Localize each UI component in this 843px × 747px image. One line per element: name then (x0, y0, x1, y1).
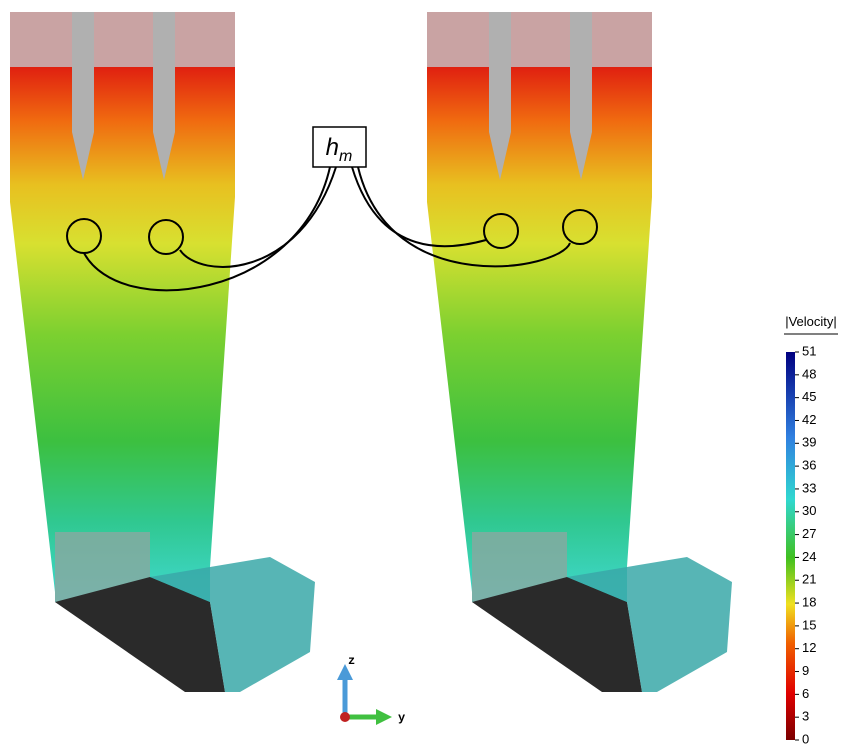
colorbar-tick-label: 42 (802, 412, 816, 427)
label-base: h (326, 134, 339, 161)
colorbar-tick-label: 21 (802, 572, 816, 587)
colorbar-tick-label: 51 (802, 343, 816, 358)
hopper-right (427, 12, 732, 692)
axis-triad: z y (337, 654, 405, 725)
colorbar-title: |Velocity| (785, 314, 837, 329)
axis-y-label: y (398, 711, 405, 725)
colorbar-tick-label: 30 (802, 503, 816, 518)
colorbar (786, 352, 795, 740)
colorbar-tick-label: 18 (802, 594, 816, 609)
axis-z-label: z (348, 654, 355, 668)
colorbar-tick-label: 0 (802, 731, 809, 746)
label-subscript: m (339, 148, 352, 165)
colorbar-tick-label: 6 (802, 686, 809, 701)
colorbar-tick-label: 36 (802, 458, 816, 473)
colorbar-tick-label: 15 (802, 617, 816, 632)
colorbar-tick-label: 33 (802, 480, 816, 495)
colorbar-tick-label: 24 (802, 549, 816, 564)
colorbar-tick-label: 48 (802, 366, 816, 381)
visualization: hm z y |Velocity| 0369121518212427303336… (0, 0, 843, 747)
colorbar-tick-label: 9 (802, 663, 809, 678)
hopper-left (10, 12, 315, 692)
colorbar-tick-label: 45 (802, 389, 816, 404)
colorbar-tick-label: 12 (802, 640, 816, 655)
colorbar-tick-label: 3 (802, 709, 809, 724)
colorbar-tick-label: 27 (802, 526, 816, 541)
colorbar-tick-label: 39 (802, 435, 816, 450)
